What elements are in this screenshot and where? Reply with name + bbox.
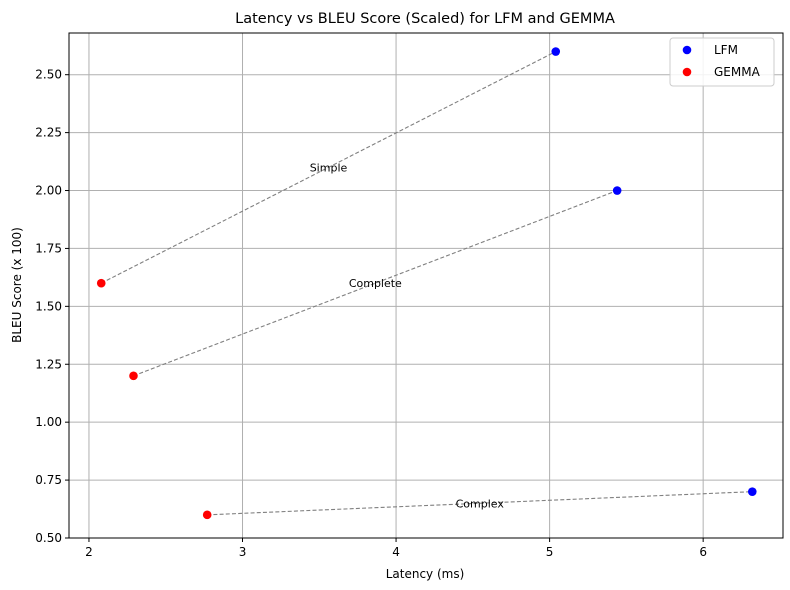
x-tick-label: 6 [699, 545, 707, 559]
y-tick-label: 1.75 [35, 241, 62, 255]
data-point-lfm [612, 186, 622, 195]
y-tick-label: 0.75 [35, 473, 62, 487]
x-tick-label: 2 [85, 545, 93, 559]
data-point-gemma [96, 278, 106, 288]
legend-marker-gemma [682, 67, 692, 77]
legend-label: GEMMA [714, 65, 761, 79]
y-tick-label: 0.50 [35, 531, 62, 545]
data-point-lfm [551, 47, 561, 56]
y-tick-label: 1.50 [35, 299, 62, 313]
connector-line [207, 491, 753, 516]
grid-layer [69, 33, 783, 539]
axis-layer: 2 3 4 5 6 0.50 0.75 1.00 1.25 1.50 1.75 2.00 2.25 2.5… [35, 32, 784, 559]
x-tick-label: 4 [392, 545, 400, 559]
y-tick-label: 2.50 [35, 68, 62, 82]
x-axis-label: Latency (ms) [386, 567, 465, 581]
x-tick-label: 3 [239, 545, 247, 559]
x-tick-label: 5 [546, 545, 554, 559]
data-point-gemma [129, 371, 138, 381]
connector-line [100, 51, 556, 284]
connector-layer [100, 51, 753, 516]
y-tick-label: 2.00 [35, 184, 62, 198]
legend-marker-lfm [682, 45, 692, 55]
annotation-layer: Simple Complete Complex [310, 161, 505, 510]
legend-box [669, 37, 775, 87]
data-point-lfm [747, 487, 757, 496]
chart-title: Latency vs BLEU Score (Scaled) for LFM a… [235, 11, 615, 27]
connector-label: Complete [349, 277, 402, 290]
data-point-gemma [202, 510, 212, 520]
connector-label: Complex [456, 497, 505, 510]
legend: LFM GEMMA [669, 37, 775, 87]
y-axis-label: BLEU Score (x 100) [10, 227, 24, 343]
connector-line [133, 190, 618, 377]
y-tick-label: 1.00 [35, 415, 62, 429]
point-layer [96, 47, 757, 520]
legend-label: LFM [714, 43, 738, 57]
connector-label: Simple [310, 161, 348, 174]
y-tick-label: 1.25 [35, 357, 62, 371]
y-tick-label: 2.25 [35, 126, 62, 140]
plot-frame [68, 32, 784, 539]
